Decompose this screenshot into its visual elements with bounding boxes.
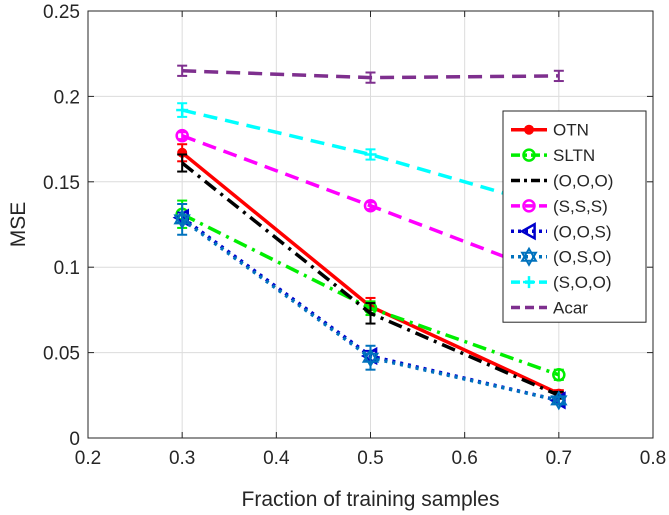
- legend-label: OTN: [553, 121, 589, 140]
- marker-triangle-down: [550, 395, 568, 411]
- data-point: [552, 368, 566, 382]
- legend-item-2: (O,O,O): [511, 172, 613, 191]
- legend-item-1: SLTN: [511, 146, 595, 165]
- y-tick-label: 0.25: [43, 2, 80, 23]
- legend: OTN SLTN (O,O,O) (S,S,S) (O,O,S) (O,S,O) (S,O,…: [502, 110, 647, 323]
- marker-triangle-up: [173, 209, 191, 225]
- series-7: [177, 64, 564, 84]
- y-tick-label: 0.05: [43, 344, 80, 365]
- legend-item-4: (O,O,S): [511, 222, 612, 241]
- y-tick-label: 0.2: [54, 87, 80, 108]
- legend-item-6: (S,O,O): [511, 273, 612, 292]
- legend-label: (O,S,O): [553, 248, 612, 267]
- legend-label: (S,O,O): [553, 273, 612, 292]
- data-point: [361, 347, 380, 368]
- legend-swatch-marker: [523, 276, 535, 289]
- marker-triangle-up: [361, 347, 380, 363]
- legend-label: SLTN: [553, 146, 595, 165]
- data-point: [363, 198, 378, 213]
- y-axis-label: MSE: [7, 202, 30, 248]
- legend-label: (O,O,S): [553, 222, 612, 241]
- x-tick-label: 0.5: [357, 448, 383, 469]
- marker-triangle-down: [361, 352, 380, 368]
- legend-label: (O,O,O): [553, 172, 613, 191]
- marker-triangle-up: [520, 246, 538, 262]
- legend-swatch-marker: [522, 199, 536, 213]
- marker-triangle-down: [173, 214, 191, 230]
- legend-label: Acar: [553, 299, 588, 318]
- y-tick-label: 0: [69, 429, 80, 450]
- legend-swatch-marker: [520, 246, 538, 267]
- x-tick-label: 0.2: [75, 448, 101, 469]
- data-point: [175, 128, 189, 143]
- legend-swatch-marker: [522, 148, 536, 162]
- legend-item-7: Acar: [511, 299, 588, 318]
- marker-triangle-up: [550, 390, 568, 406]
- data-point: [364, 148, 377, 161]
- legend-swatch-marker: [519, 222, 536, 241]
- marker-triangle-down: [520, 251, 538, 267]
- legend-item-5: (O,S,O): [511, 246, 612, 267]
- x-tick-label: 0.3: [169, 448, 195, 469]
- series-5: [173, 203, 568, 411]
- x-tick-label: 0.6: [451, 448, 477, 469]
- data-point: [173, 209, 191, 230]
- legend-box: [502, 110, 647, 323]
- legend-swatch-marker: [524, 124, 534, 135]
- legend-item-0: OTN: [511, 121, 589, 140]
- data-point: [550, 390, 568, 411]
- y-tick-label: 0.15: [43, 173, 80, 194]
- x-tick-label: 0.4: [263, 448, 290, 469]
- y-tick-label: 0.1: [54, 258, 80, 279]
- legend-item-3: (S,S,S): [511, 197, 608, 216]
- x-tick-label: 0.8: [640, 448, 666, 469]
- x-tick-label: 0.7: [546, 448, 572, 469]
- data-point: [176, 104, 189, 117]
- axis-ticks: 0.2 0.3 0.4 0.5 0.6 0.7 0.8 0 0.05 0.1 0.15 0.2 0.25: [43, 2, 666, 469]
- x-axis-label: Fraction of training samples: [242, 488, 500, 511]
- legend-label: (S,S,S): [553, 197, 608, 216]
